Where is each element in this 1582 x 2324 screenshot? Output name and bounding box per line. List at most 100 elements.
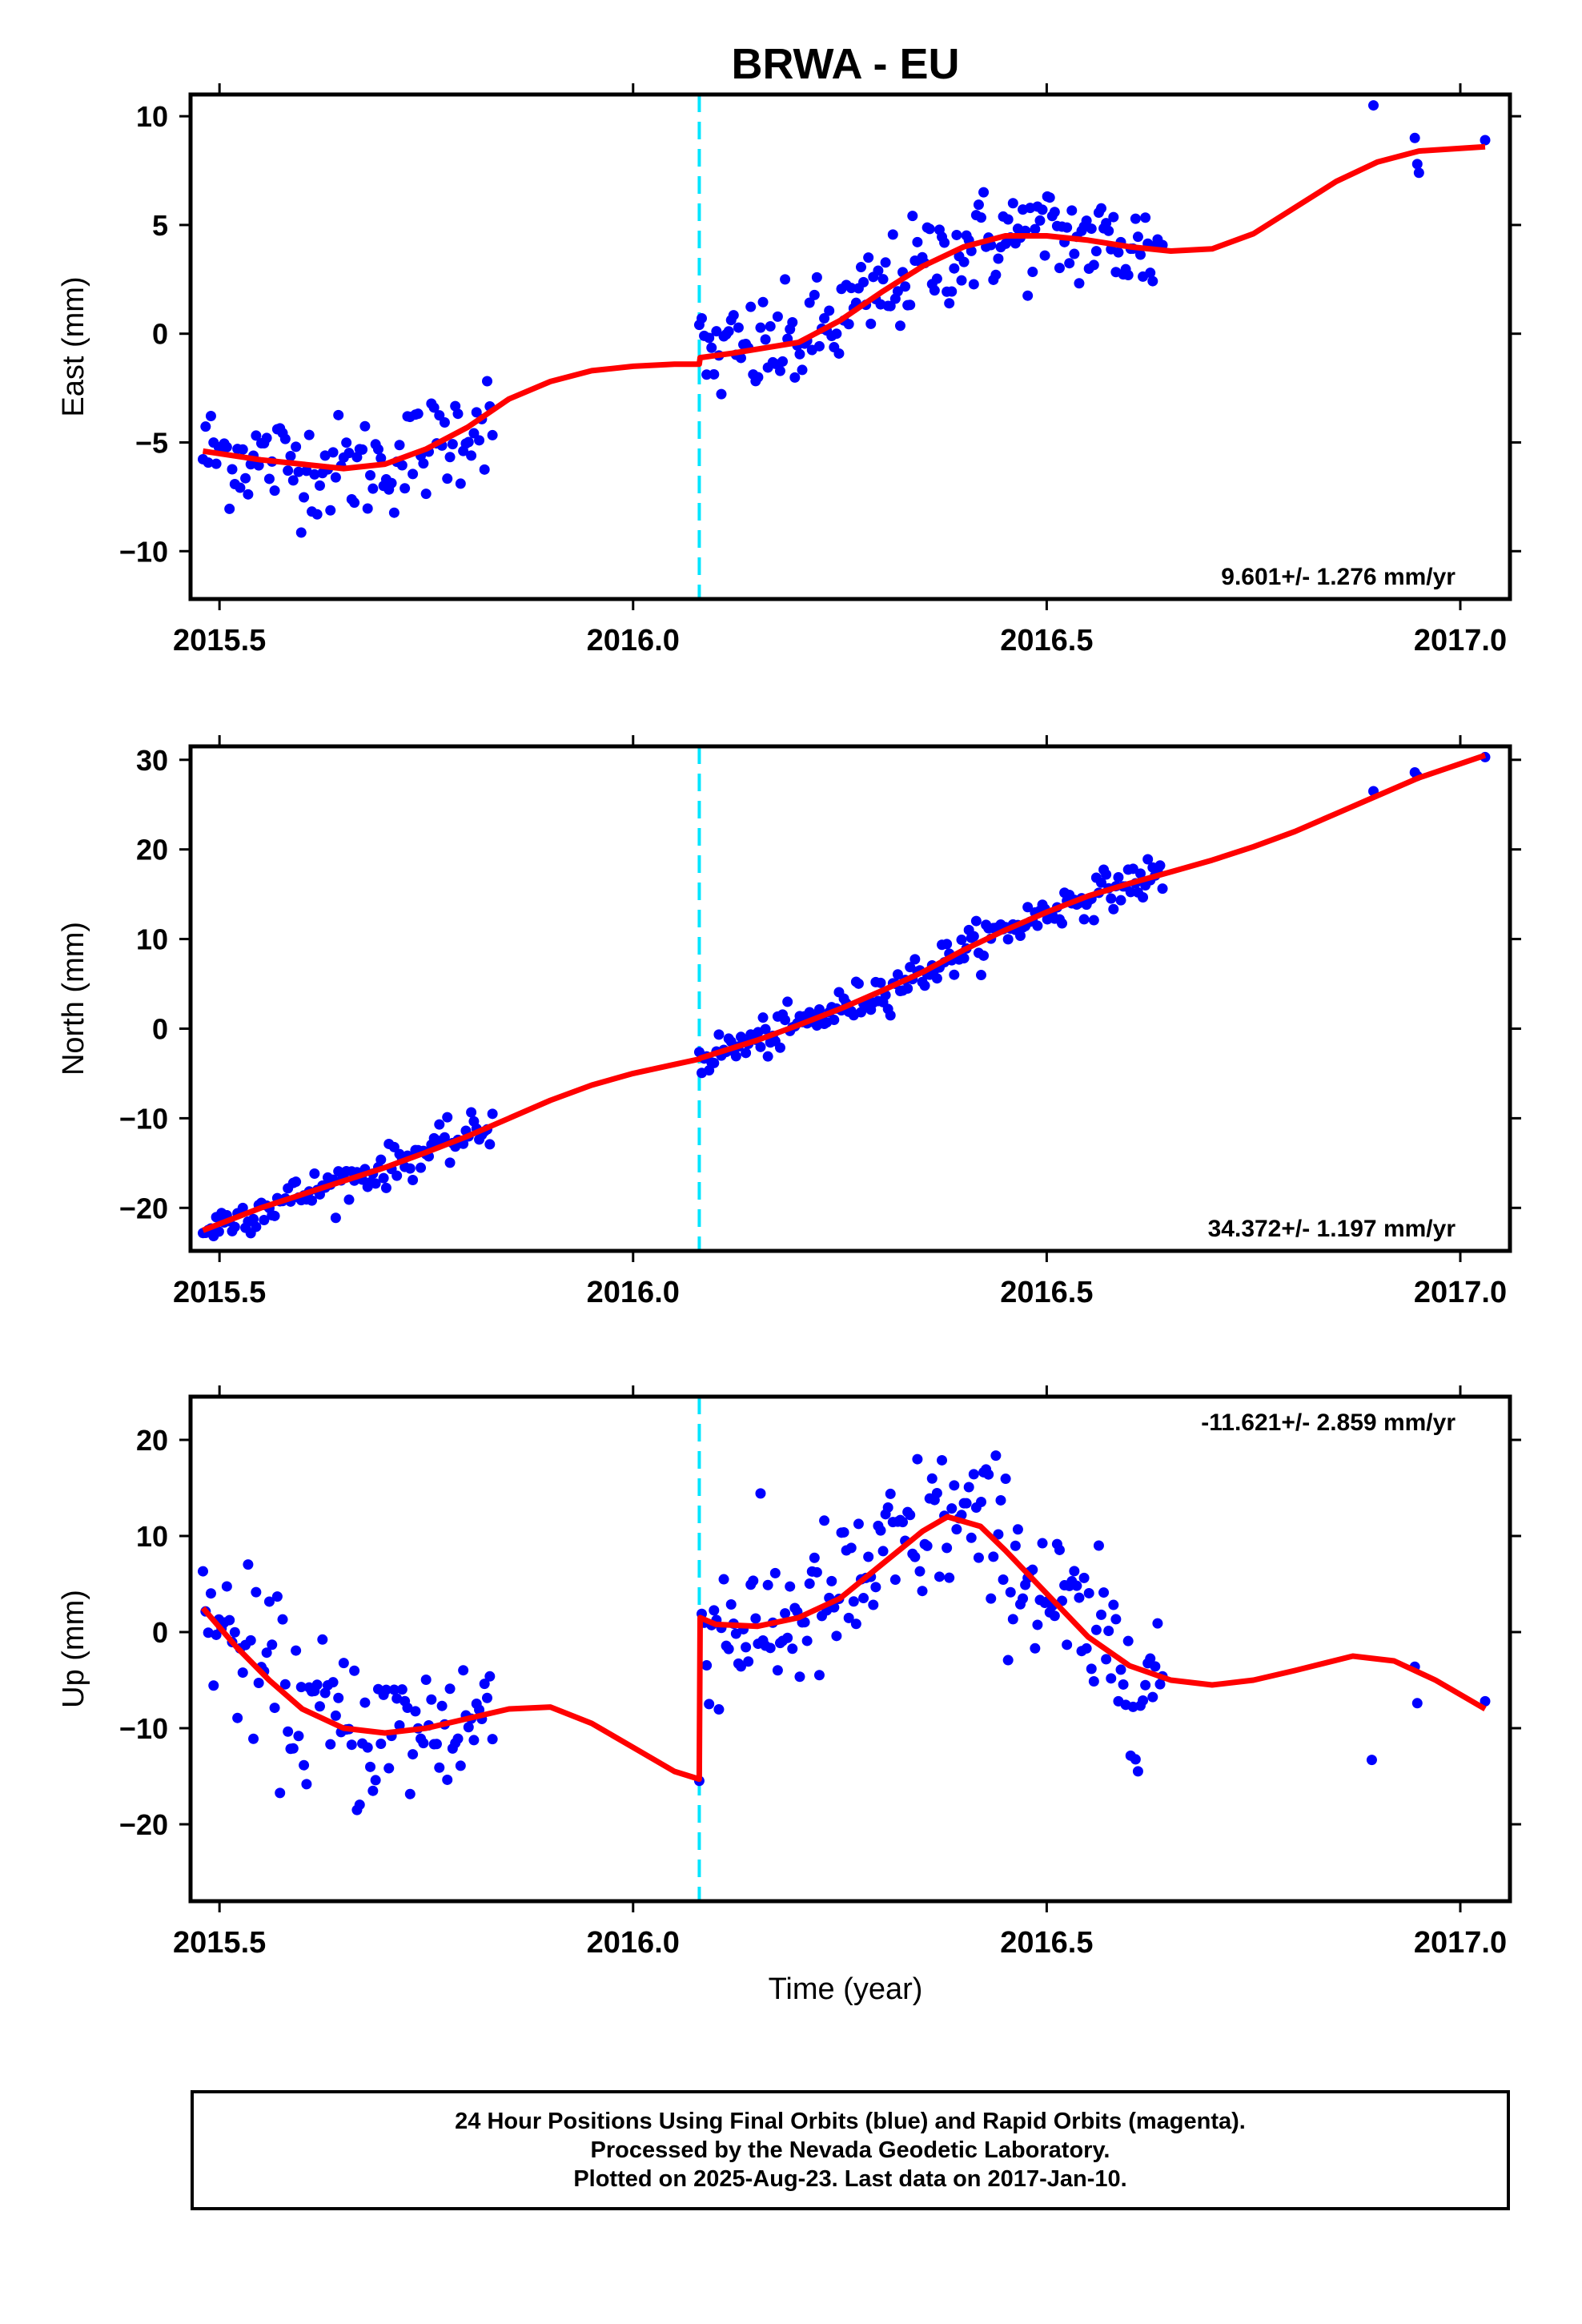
east-data-point (1113, 247, 1124, 258)
east-data-point (831, 328, 842, 340)
east-data-point (1034, 215, 1046, 226)
up-data-point (370, 1775, 381, 1786)
east-data-point (1090, 246, 1102, 257)
north-y-axis-label: North (mm) (57, 922, 90, 1076)
east-ytick-label: −10 (119, 535, 168, 568)
east-data-point (319, 450, 331, 461)
east-data-point (1140, 212, 1151, 223)
up-data-point (853, 1518, 864, 1530)
east-data-point (1069, 248, 1080, 259)
up-data-point (330, 1710, 341, 1721)
north-data-point (1096, 877, 1107, 888)
up-data-point (1154, 1679, 1166, 1690)
east-data-point (858, 276, 869, 287)
north-data-point (229, 1221, 240, 1232)
north-data-point (309, 1168, 320, 1180)
east-data-point (968, 279, 979, 290)
up-data-point (801, 1635, 813, 1647)
north-ytick-label: 10 (136, 923, 168, 956)
north-data-point (1106, 893, 1117, 904)
east-data-point (887, 229, 898, 240)
north-data-point (725, 1036, 737, 1047)
north-ytick-label: −10 (119, 1102, 168, 1135)
east-data-point (1007, 198, 1018, 209)
east-data-point (367, 483, 379, 494)
up-data-point (868, 1599, 879, 1610)
up-data-point (1062, 1639, 1073, 1651)
east-data-point (809, 289, 820, 300)
east-data-point (261, 432, 272, 444)
north-data-point (416, 1162, 427, 1173)
up-data-point (375, 1738, 387, 1749)
east-data-point (728, 310, 739, 321)
east-data-point (1411, 159, 1423, 170)
up-data-point (819, 1515, 830, 1526)
up-data-point (725, 1598, 737, 1610)
up-data-point (909, 1551, 921, 1562)
east-data-point (439, 416, 450, 428)
up-data-point (998, 1574, 1009, 1586)
up-data-point (850, 1618, 861, 1630)
north-ytick-label: 20 (136, 834, 168, 866)
east-data-point (1108, 211, 1119, 223)
up-data-point (408, 1749, 419, 1760)
north-data-point (1078, 914, 1090, 925)
up-data-point (1152, 1618, 1163, 1629)
up-data-point (354, 1799, 365, 1811)
up-data-point (917, 1586, 928, 1597)
up-data-point (748, 1575, 759, 1586)
up-data-point (458, 1665, 469, 1676)
up-data-point (311, 1679, 323, 1691)
up-data-point (990, 1450, 1002, 1462)
north-data-point (885, 1010, 896, 1021)
up-data-point (271, 1591, 283, 1602)
east-data-point (1132, 231, 1143, 243)
up-data-point (349, 1665, 360, 1676)
up-data-point (1138, 1695, 1149, 1706)
up-data-point (799, 1617, 810, 1628)
east-data-point (833, 348, 845, 359)
east-rate-label: 9.601+/- 1.276 mm/yr (1221, 564, 1456, 590)
up-data-point (870, 1582, 881, 1593)
east-data-point (777, 356, 789, 367)
north-rate-label: 34.372+/- 1.197 mm/yr (1208, 1216, 1456, 1242)
north-data-point (829, 1015, 840, 1026)
up-data-point (704, 1699, 715, 1710)
up-data-point (444, 1683, 456, 1695)
north-data-point (704, 1065, 715, 1076)
up-data-point (487, 1734, 498, 1745)
east-data-point (946, 286, 958, 297)
up-data-point (346, 1739, 357, 1751)
east-data-point (905, 300, 916, 311)
up-data-point (1118, 1679, 1129, 1690)
up-data-point (295, 1682, 307, 1693)
east-data-point (487, 429, 498, 440)
east-data-point (1002, 214, 1014, 225)
east-ytick-label: 10 (136, 100, 168, 133)
east-data-point (1147, 275, 1158, 287)
north-data-point (466, 1107, 477, 1118)
up-data-point (203, 1627, 214, 1638)
east-data-point (760, 334, 771, 345)
up-data-point (197, 1566, 208, 1577)
east-data-point (333, 409, 344, 420)
footer-line-3: Plotted on 2025-Aug-23. Last data on 201… (573, 2166, 1127, 2192)
up-data-point (263, 1596, 275, 1607)
east-data-point (221, 441, 232, 452)
up-data-point (229, 1626, 240, 1638)
up-data-point (1018, 1593, 1029, 1604)
east-data-point (293, 466, 304, 477)
east-data-point (706, 342, 717, 353)
up-data-point (811, 1566, 822, 1578)
up-xtick-label: 2017.0 (1414, 1926, 1507, 1960)
east-data-point (420, 489, 432, 500)
north-data-point (291, 1176, 302, 1188)
north-data-point (902, 983, 913, 994)
up-data-point (317, 1634, 328, 1645)
up-data-point (1366, 1755, 1377, 1766)
east-data-point (325, 505, 336, 516)
east-data-point (958, 256, 970, 267)
east-data-point (1064, 258, 1075, 269)
up-xtick-label: 2016.0 (587, 1926, 680, 1960)
